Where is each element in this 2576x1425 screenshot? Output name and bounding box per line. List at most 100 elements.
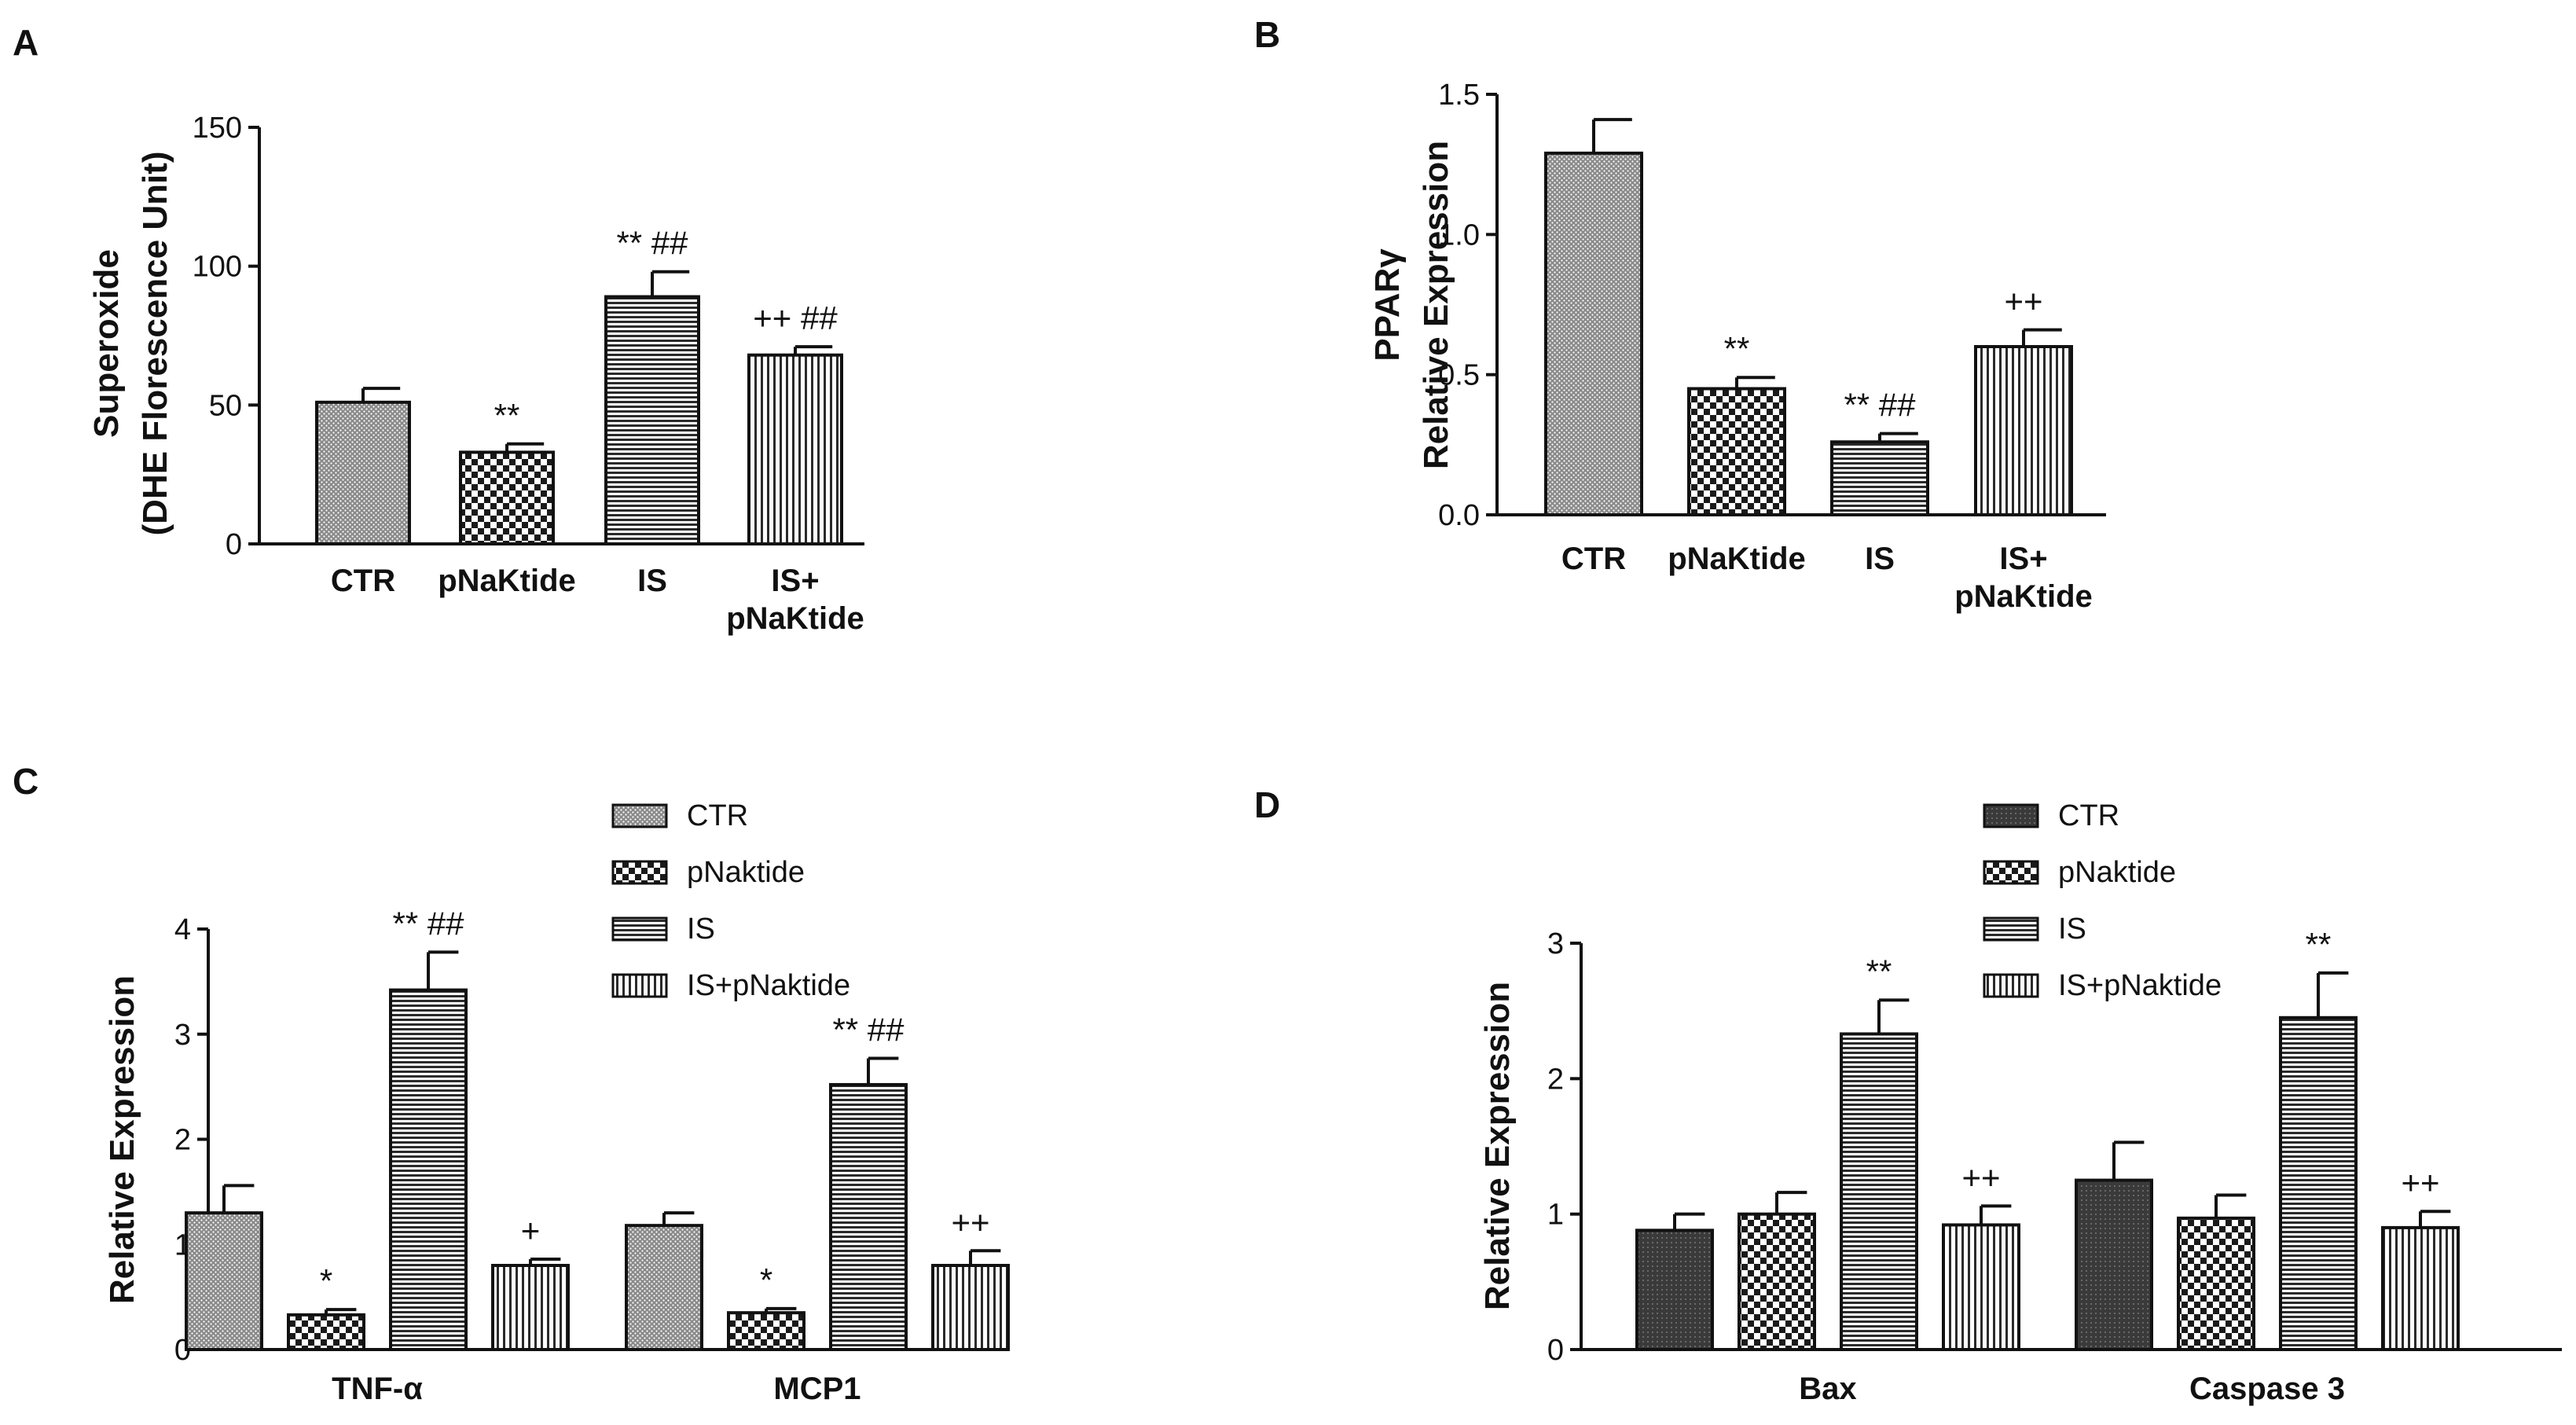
panel-c-significance-label: ** ## bbox=[392, 905, 464, 942]
panel-a-superoxide-chart: A 0 50 100 150 Superoxide (DHE Florescence Un… bbox=[13, 22, 864, 636]
panel-a-y-axis-label: Superoxide bbox=[87, 249, 126, 438]
panel-d-y-tick-label: 2 bbox=[1547, 1063, 1564, 1096]
panel-b-category-label: IS+ bbox=[1999, 542, 2047, 576]
panel-a-significance-label: ++ ## bbox=[753, 299, 838, 336]
panel-c-bar bbox=[287, 1313, 365, 1352]
panel-d-legend-swatch bbox=[1983, 973, 2039, 998]
panel-d-significance-label: ** bbox=[1866, 953, 1892, 990]
panel-a-category-label: pNaKtide bbox=[438, 564, 576, 598]
panel-a-y-tick-label: 150 bbox=[193, 112, 242, 145]
panel-b-y-tick-label: 1.0 bbox=[1438, 219, 1480, 252]
panel-c-legend-label: IS bbox=[687, 913, 715, 946]
panel-c-y-tick-label: 4 bbox=[174, 913, 191, 946]
panel-c-bar bbox=[491, 1264, 570, 1351]
panel-d-y-tick-label: 1 bbox=[1547, 1199, 1564, 1232]
panel-d-bar bbox=[1635, 1229, 1714, 1352]
panel-c-y-tick-label: 3 bbox=[174, 1019, 191, 1052]
panel-c-significance-label: * bbox=[320, 1262, 332, 1299]
panel-d-y-tick-label: 0 bbox=[1547, 1334, 1564, 1367]
panel-d-legend-swatch bbox=[1983, 803, 2039, 828]
panel-a-category-label: IS+ bbox=[771, 564, 819, 598]
panel-c-legend-label: pNaktide bbox=[687, 856, 805, 889]
panel-c-category-label: TNF-α bbox=[332, 1372, 423, 1406]
panel-a-y-tick-label: 0 bbox=[226, 528, 242, 561]
panel-d-category-label: Caspase 3 bbox=[2189, 1372, 2345, 1406]
panel-d-bar bbox=[2075, 1178, 2153, 1352]
panel-a-category-label: CTR bbox=[331, 564, 395, 598]
panel-c-y-axis-label: Relative Expression bbox=[103, 975, 141, 1304]
panel-d-bar bbox=[1840, 1032, 1918, 1352]
panel-d-legend-label: pNaktide bbox=[2058, 856, 2176, 889]
panel-c-bar bbox=[727, 1311, 805, 1351]
panel-d-legend-label: CTR bbox=[2058, 799, 2119, 832]
panel-c-legend-label: IS+pNaktide bbox=[687, 969, 850, 1002]
panel-b-significance-label: ** bbox=[1724, 330, 1750, 367]
panel-a-y-axis-label: (DHE Florescence Unit) bbox=[136, 152, 174, 536]
panel-c-legend-swatch bbox=[611, 916, 668, 942]
panel-a-bar bbox=[604, 295, 700, 545]
panel-c-y-tick-label: 2 bbox=[174, 1124, 191, 1157]
panel-b-y-tick-label: 0.5 bbox=[1438, 359, 1480, 392]
panel-b-significance-label: ** ## bbox=[1844, 387, 1916, 424]
panel-c-letter: C bbox=[13, 761, 39, 802]
panel-c-significance-label: + bbox=[521, 1212, 541, 1249]
panel-b-y-tick-label: 0.0 bbox=[1438, 499, 1480, 532]
panel-b-significance-label: ++ bbox=[2004, 283, 2042, 320]
panel-c-bar bbox=[829, 1082, 908, 1351]
panel-c-legend-swatch bbox=[611, 973, 668, 998]
panel-d-bar bbox=[2177, 1216, 2255, 1351]
panel-d-category-label: Bax bbox=[1799, 1372, 1856, 1406]
panel-d-legend-swatch bbox=[1983, 916, 2039, 942]
panel-d-bar bbox=[2381, 1225, 2460, 1352]
panel-a-y-tick-label: 50 bbox=[209, 389, 242, 422]
panel-b-y-tick-label: 1.5 bbox=[1438, 79, 1480, 112]
panel-c-bar bbox=[931, 1264, 1010, 1351]
panel-d-bar bbox=[1942, 1223, 2020, 1352]
panel-b-letter: B bbox=[1254, 14, 1280, 55]
panel-d-y-axis-label: Relative Expression bbox=[1478, 982, 1517, 1310]
panel-c-bar bbox=[389, 988, 468, 1351]
panel-c-bar bbox=[185, 1211, 263, 1351]
panel-d-bar bbox=[1738, 1212, 1816, 1351]
panel-b-bar bbox=[1830, 440, 1929, 516]
panel-d-significance-label: ** bbox=[2306, 926, 2332, 963]
panel-c-significance-label: * bbox=[760, 1262, 772, 1298]
panel-d-legend-label: IS+pNaktide bbox=[2058, 969, 2222, 1002]
panel-c-significance-label: ++ bbox=[951, 1203, 989, 1240]
panel-a-significance-label: ** bbox=[494, 397, 520, 434]
panel-a-category-label: pNaKtide bbox=[726, 601, 864, 636]
panel-b-bar bbox=[1687, 387, 1786, 516]
panel-b-y-axis-label: Relative Expression bbox=[1417, 141, 1455, 469]
panel-a-significance-label: ** ## bbox=[616, 225, 688, 262]
panel-b-bar bbox=[1544, 151, 1643, 516]
panel-c-significance-label: ** ## bbox=[832, 1012, 905, 1049]
panel-a-letter: A bbox=[13, 22, 39, 63]
panel-d-bar bbox=[2279, 1015, 2358, 1351]
panel-c-legend-swatch bbox=[611, 860, 668, 885]
panel-b-ppar-gamma-chart: B 0.0 0.5 1.0 1.5 PPARγ Relative Expression CT… bbox=[1254, 14, 2106, 614]
panel-b-category-label: IS bbox=[1865, 542, 1895, 576]
panel-a-category-label: IS bbox=[637, 564, 667, 598]
panel-c-legend-swatch bbox=[611, 803, 668, 828]
panel-c-legend-label: CTR bbox=[687, 799, 748, 832]
panel-d-significance-label: ++ bbox=[1961, 1159, 2000, 1195]
panel-d-apoptosis-chart: D 0 1 2 3 Relative Expression ** ++ Bax ** ++ Casp… bbox=[1254, 784, 2562, 1406]
panel-d-legend-swatch bbox=[1983, 860, 2039, 885]
panel-a-bar bbox=[459, 450, 555, 546]
panel-c-category-label: MCP1 bbox=[773, 1372, 861, 1406]
panel-d-significance-label: ++ bbox=[2401, 1164, 2439, 1201]
panel-a-bar bbox=[315, 400, 411, 545]
panel-b-category-label: CTR bbox=[1561, 542, 1626, 576]
panel-d-letter: D bbox=[1254, 784, 1280, 825]
panel-b-y-axis-label: PPARγ bbox=[1368, 248, 1407, 362]
panel-a-y-tick-label: 100 bbox=[193, 251, 242, 284]
panel-d-y-tick-label: 3 bbox=[1547, 927, 1564, 960]
panel-b-category-label: pNaKtide bbox=[1668, 542, 1806, 576]
panel-b-category-label: pNaKtide bbox=[1954, 579, 2093, 614]
panel-c-bar bbox=[625, 1224, 703, 1352]
panel-a-bar bbox=[747, 353, 843, 545]
panel-b-bar bbox=[1974, 345, 2073, 516]
panel-d-legend-label: IS bbox=[2058, 913, 2086, 946]
